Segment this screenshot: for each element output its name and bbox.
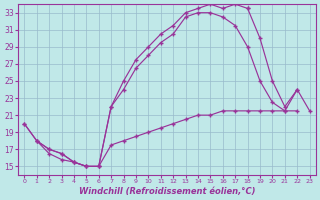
- X-axis label: Windchill (Refroidissement éolien,°C): Windchill (Refroidissement éolien,°C): [79, 187, 255, 196]
